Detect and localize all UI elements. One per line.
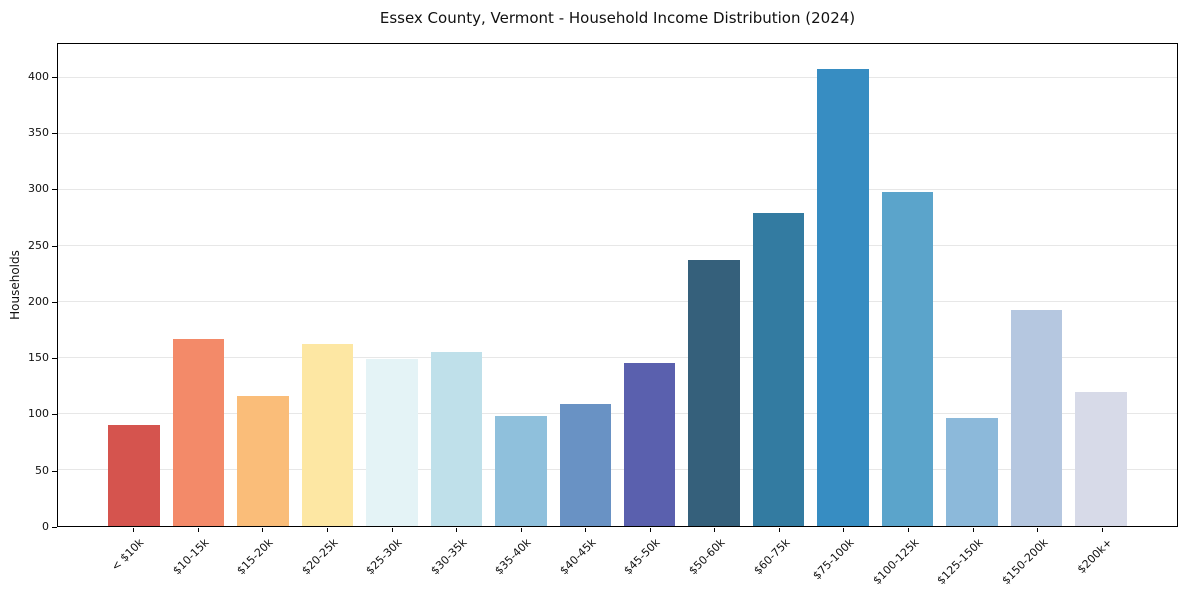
x-tick-mark xyxy=(714,528,716,532)
y-tick-mark xyxy=(52,76,57,78)
bar-$150-200k xyxy=(1010,309,1063,526)
bar-slot xyxy=(360,44,424,526)
bar-slot xyxy=(1069,44,1133,526)
x-tick-mark xyxy=(1101,528,1103,532)
x-tick-mark xyxy=(778,528,780,532)
bar-slot xyxy=(166,44,230,526)
x-tick-mark xyxy=(649,528,651,532)
bar-$25-30k xyxy=(366,358,418,526)
y-tick-mark xyxy=(52,358,57,360)
x-tick-mark xyxy=(585,528,587,532)
x-tick-mark xyxy=(456,528,458,532)
bar-$10-15k xyxy=(172,338,225,526)
bar-$30-35k xyxy=(430,352,483,526)
y-tick-label-350: 350 xyxy=(28,126,49,140)
x-tick-label-$150-200k: $150-200k xyxy=(999,536,1051,588)
x-tick-mark xyxy=(843,528,845,532)
bar-slot xyxy=(489,44,553,526)
y-tick-label-200: 200 xyxy=(28,294,49,308)
y-tick-mark xyxy=(52,301,57,303)
x-tick-label-$40-45k: $40-45k xyxy=(557,536,599,578)
bar-slot xyxy=(102,44,166,526)
bar-$60-75k xyxy=(752,213,805,526)
bar-$75-100k xyxy=(817,68,869,526)
x-tick-label-< $10k: < $10k xyxy=(108,536,147,574)
x-tick-label-$60-75k: $60-75k xyxy=(750,536,793,578)
x-tick-mark xyxy=(908,528,910,532)
gridline-100 xyxy=(58,412,1177,414)
y-tick-mark xyxy=(52,133,57,135)
y-tick-label-100: 100 xyxy=(28,407,49,421)
plot-area xyxy=(57,43,1178,527)
bar-slot xyxy=(618,44,682,526)
y-tick-label-0: 0 xyxy=(42,520,49,533)
y-tick-label-300: 300 xyxy=(28,182,49,196)
bar-slot xyxy=(682,44,746,526)
x-tick-label-$125-150k: $125-150k xyxy=(934,536,986,588)
bar-$45-50k xyxy=(623,363,676,526)
x-tick-mark xyxy=(262,528,264,532)
y-tick-label-150: 150 xyxy=(28,351,49,365)
y-tick-label-50: 50 xyxy=(35,463,49,477)
y-tick-mark xyxy=(52,470,57,472)
x-tick-mark xyxy=(197,528,199,532)
bars xyxy=(58,44,1177,526)
bar-slot xyxy=(811,44,875,526)
y-tick-mark xyxy=(52,414,57,416)
chart-title: Essex County, Vermont - Household Income… xyxy=(379,9,856,27)
bar-$200k+ xyxy=(1075,391,1127,526)
x-tick-label-$20-25k: $20-25k xyxy=(298,536,341,578)
x-tick-label-$200k+: $200k+ xyxy=(1074,536,1115,577)
y-tick-label-400: 400 xyxy=(28,69,49,83)
x-tick-mark xyxy=(972,528,974,532)
bar-$125-150k xyxy=(946,418,998,526)
x-tick-label-$50-60k: $50-60k xyxy=(686,536,728,578)
x-tick-mark xyxy=(133,528,135,532)
bar-slot xyxy=(553,44,617,526)
y-axis-label: Households xyxy=(8,250,22,320)
gridline-50 xyxy=(58,468,1177,470)
x-tick-label-$45-50k: $45-50k xyxy=(621,536,663,578)
bar-slot xyxy=(940,44,1004,526)
bar-$100-125k xyxy=(881,191,934,526)
x-tick-label-$35-40k: $35-40k xyxy=(492,536,534,578)
gridline-350 xyxy=(58,132,1177,134)
x-tick-mark xyxy=(391,528,393,532)
x-tick-mark xyxy=(326,528,328,532)
gridline-400 xyxy=(58,76,1177,78)
y-tick-mark xyxy=(52,245,57,247)
bar-slot xyxy=(231,44,295,526)
bar-$35-40k xyxy=(495,416,547,526)
bar-$40-45k xyxy=(559,403,612,526)
bar-$50-60k xyxy=(688,260,740,526)
x-tick-label-$75-100k: $75-100k xyxy=(810,536,857,583)
gridline-200 xyxy=(58,300,1177,302)
y-tick-mark xyxy=(52,527,57,528)
bar-$20-25k xyxy=(301,344,354,526)
gridline-150 xyxy=(58,356,1177,358)
bar-< $10k xyxy=(108,425,160,526)
x-tick-mark xyxy=(1037,528,1039,532)
bar-$15-20k xyxy=(237,395,289,526)
x-tick-label-$15-20k: $15-20k xyxy=(234,536,276,578)
y-tick-label-250: 250 xyxy=(28,238,49,252)
x-tick-label-$30-35k: $30-35k xyxy=(428,536,470,578)
x-tick-label-$100-125k: $100-125k xyxy=(870,536,922,588)
x-tick-label-$25-30k: $25-30k xyxy=(363,536,405,578)
bar-slot xyxy=(295,44,359,526)
gridline-250 xyxy=(58,244,1177,246)
bar-slot xyxy=(1004,44,1068,526)
bar-slot xyxy=(424,44,488,526)
y-tick-mark xyxy=(52,189,57,191)
bar-slot xyxy=(746,44,810,526)
bar-slot xyxy=(875,44,939,526)
gridline-300 xyxy=(58,188,1177,190)
x-tick-label-$10-15k: $10-15k xyxy=(169,536,212,578)
x-tick-mark xyxy=(520,528,522,532)
